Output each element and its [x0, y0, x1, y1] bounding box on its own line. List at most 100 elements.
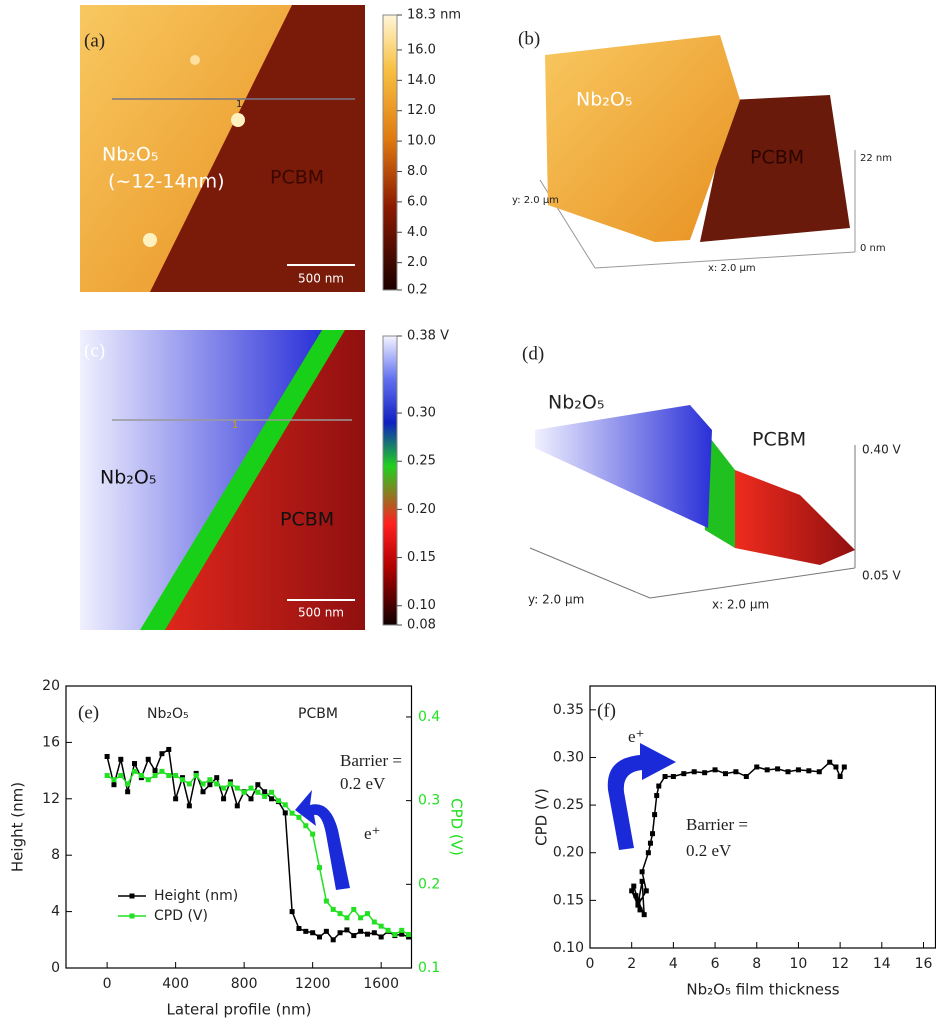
point — [248, 796, 254, 802]
point — [754, 764, 760, 770]
legend-swatch — [129, 913, 135, 919]
extent-label: x: 2.0 µm — [708, 263, 756, 274]
point — [159, 768, 165, 774]
annotation: Barrier = — [340, 751, 402, 770]
legend-label: Height (nm) — [154, 888, 238, 904]
point — [104, 773, 110, 779]
y-tick-label: 0.25 — [553, 797, 584, 813]
pcbm-surface — [715, 470, 855, 565]
point — [337, 911, 343, 917]
region-label: PCBM — [270, 167, 324, 189]
point — [647, 840, 653, 846]
arrow — [295, 790, 350, 890]
point — [351, 933, 357, 939]
point — [262, 789, 268, 795]
point — [118, 756, 124, 762]
series-line — [630, 761, 845, 915]
point — [816, 769, 822, 775]
point — [650, 831, 656, 837]
legend-label: CPD (V) — [154, 908, 208, 924]
point — [104, 754, 110, 759]
grain — [143, 233, 157, 247]
point — [385, 927, 391, 933]
y2-axis-title: CPD (V) — [448, 798, 466, 856]
point — [179, 777, 185, 783]
colorbar-tick-label: 16.0 — [407, 42, 436, 57]
y-tick-label: 8 — [51, 847, 60, 863]
y-tick-label: 20 — [42, 678, 60, 694]
x-tick-label: 1600 — [363, 976, 399, 992]
point — [132, 761, 138, 767]
point — [344, 927, 350, 933]
region-label: PCBM — [750, 147, 804, 169]
point — [317, 865, 323, 871]
point — [330, 937, 336, 943]
colorbar-tick-label: 0.10 — [407, 598, 436, 613]
x-tick-label: 8 — [752, 956, 761, 972]
point — [399, 931, 405, 937]
point — [330, 906, 336, 912]
panel-a: 1 (a) Nb₂O₅ (~12-14nm) PCBM 500 nm — [80, 5, 398, 292]
point — [681, 771, 687, 777]
axis — [529, 547, 651, 599]
panel-label: (a) — [84, 30, 105, 51]
point — [639, 878, 645, 884]
point — [670, 774, 676, 780]
point — [111, 782, 117, 788]
annotation: e⁺ — [628, 727, 645, 746]
point — [635, 897, 641, 903]
point — [145, 756, 151, 762]
point — [337, 930, 343, 936]
x-axis-title: Nb₂O₅ film thickness — [686, 981, 839, 999]
series-line — [106, 770, 409, 936]
point — [310, 831, 316, 837]
point — [841, 764, 847, 770]
profile-marker: 1 — [236, 99, 242, 110]
region-label: Nb₂O₅ — [102, 144, 158, 166]
point — [200, 781, 206, 787]
x-tick-label: 16 — [915, 956, 933, 972]
point — [775, 766, 781, 772]
panel-label: (d) — [522, 343, 544, 364]
point — [227, 781, 233, 787]
point — [364, 911, 370, 917]
y-tick-label: 0 — [51, 960, 60, 976]
x-tick-label: 6 — [711, 956, 720, 972]
point — [645, 850, 651, 856]
x-tick-label: 0 — [586, 956, 595, 972]
oxide-surface — [545, 35, 740, 242]
point — [166, 746, 172, 752]
point — [193, 773, 199, 779]
grain — [231, 113, 245, 127]
point — [221, 796, 227, 802]
point — [269, 789, 275, 795]
point — [633, 893, 639, 899]
y2-tick-label: 0.4 — [418, 709, 440, 725]
point — [289, 909, 295, 915]
point — [639, 869, 645, 875]
point — [643, 888, 649, 894]
colorbar-tick-label: 0.15 — [407, 550, 436, 565]
x-tick-label: 10 — [790, 956, 808, 972]
panel-label: (b) — [518, 28, 540, 49]
axis — [649, 567, 856, 599]
point — [344, 915, 350, 921]
point — [637, 907, 643, 913]
colorbar-tick-label: 2.0 — [407, 255, 428, 270]
annotation: 0.2 eV — [686, 841, 732, 860]
x-tick-label: 4 — [669, 956, 678, 972]
colorbar-tick-label: 0.20 — [407, 502, 436, 517]
legend-swatch — [129, 893, 135, 899]
point — [371, 919, 377, 925]
panel-b: (b) Nb₂O₅ PCBM 22 nm 0 nm y: 2.0 µm x: 2… — [512, 28, 892, 274]
point — [125, 781, 131, 787]
region-label: Nb₂O₅ — [100, 467, 156, 489]
point — [289, 810, 295, 816]
point — [310, 930, 316, 936]
point — [371, 930, 377, 936]
point — [733, 769, 739, 775]
point — [173, 773, 179, 779]
y2-tick-label: 0.1 — [418, 960, 440, 976]
y-axis-title: Height (nm) — [9, 782, 27, 872]
